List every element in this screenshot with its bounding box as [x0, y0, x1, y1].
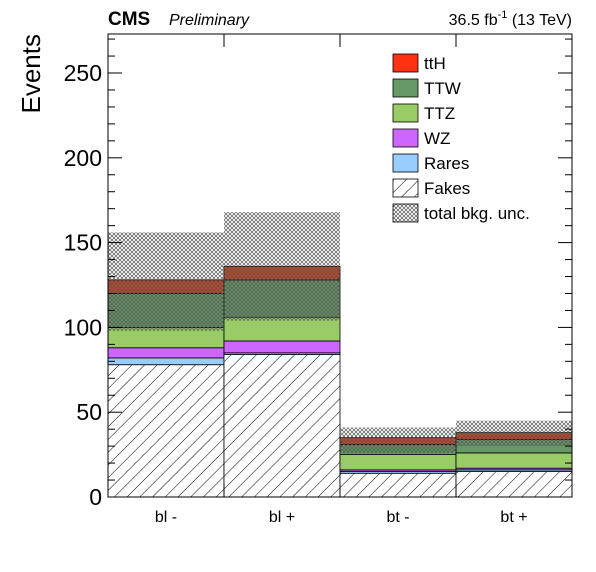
bar-ttz-bt: [339, 454, 457, 471]
bar-wz-bl: [223, 340, 341, 354]
x-tick-label-bl: bl -: [155, 509, 177, 526]
legend-swatch-rares: [392, 153, 419, 173]
x-tick-label-bt: bt +: [500, 509, 527, 526]
bar-ttz-bt: [455, 452, 573, 469]
y-tick-label: 50: [76, 399, 102, 425]
legend-swatch-tth: [392, 53, 419, 73]
y-tick-label: 250: [64, 60, 102, 86]
axes: 0 50 100 150 200 250 bl - bl + bt - bt +: [64, 34, 573, 526]
x-tick-label-bl: bl +: [269, 509, 295, 526]
uncertainty-band-bt: [456, 420, 572, 447]
status-label: Preliminary: [169, 12, 250, 29]
bar-rares-bl: [107, 357, 225, 366]
plot-frame: [107, 33, 573, 498]
legend-label-total-bkg-unc: total bkg. unc.: [424, 204, 530, 223]
y-tick-label: 200: [64, 145, 102, 171]
legend: ttH TTW TTZ WZ Rares Fakes total bkg. unc.: [392, 53, 530, 223]
uncertainty-band-bl: [224, 212, 340, 321]
bar-fakes-bt: [455, 471, 573, 498]
legend-label-fakes: Fakes: [424, 179, 470, 198]
bar-fakes-bl: [107, 364, 225, 498]
legend-swatch-wz: [392, 128, 419, 148]
legend-label-ttz: TTZ: [424, 104, 455, 123]
y-tick-label: 150: [64, 230, 102, 256]
bar-wz-bl: [107, 347, 225, 359]
legend-swatch-ttw: [392, 78, 419, 98]
bar-ttz-bl: [223, 316, 341, 342]
legend-swatch-fakes: [392, 178, 419, 198]
uncertainty-band-bt: [340, 427, 456, 453]
y-axis-label: Events: [16, 34, 46, 114]
bar-fakes-bl: [223, 354, 341, 498]
y-tick-label: 100: [64, 314, 102, 340]
legend-swatch-total-bkg-unc: [392, 203, 419, 223]
legend-label-wz: WZ: [424, 129, 450, 148]
y-tick-label: 0: [89, 484, 102, 510]
legend-label-ttw: TTW: [424, 79, 461, 98]
luminosity-label: 36.5 fb-1 (13 TeV): [449, 9, 572, 29]
experiment-label: CMS: [108, 9, 150, 30]
uncertainty-bands: [108, 212, 572, 453]
uncertainty-band-bl: [108, 232, 224, 331]
legend-label-rares: Rares: [424, 154, 469, 173]
x-tick-label-bt: bt -: [386, 509, 409, 526]
legend-label-tth: ttH: [424, 54, 446, 73]
legend-swatch-ttz: [392, 103, 419, 123]
bar-fakes-bt: [339, 472, 457, 498]
